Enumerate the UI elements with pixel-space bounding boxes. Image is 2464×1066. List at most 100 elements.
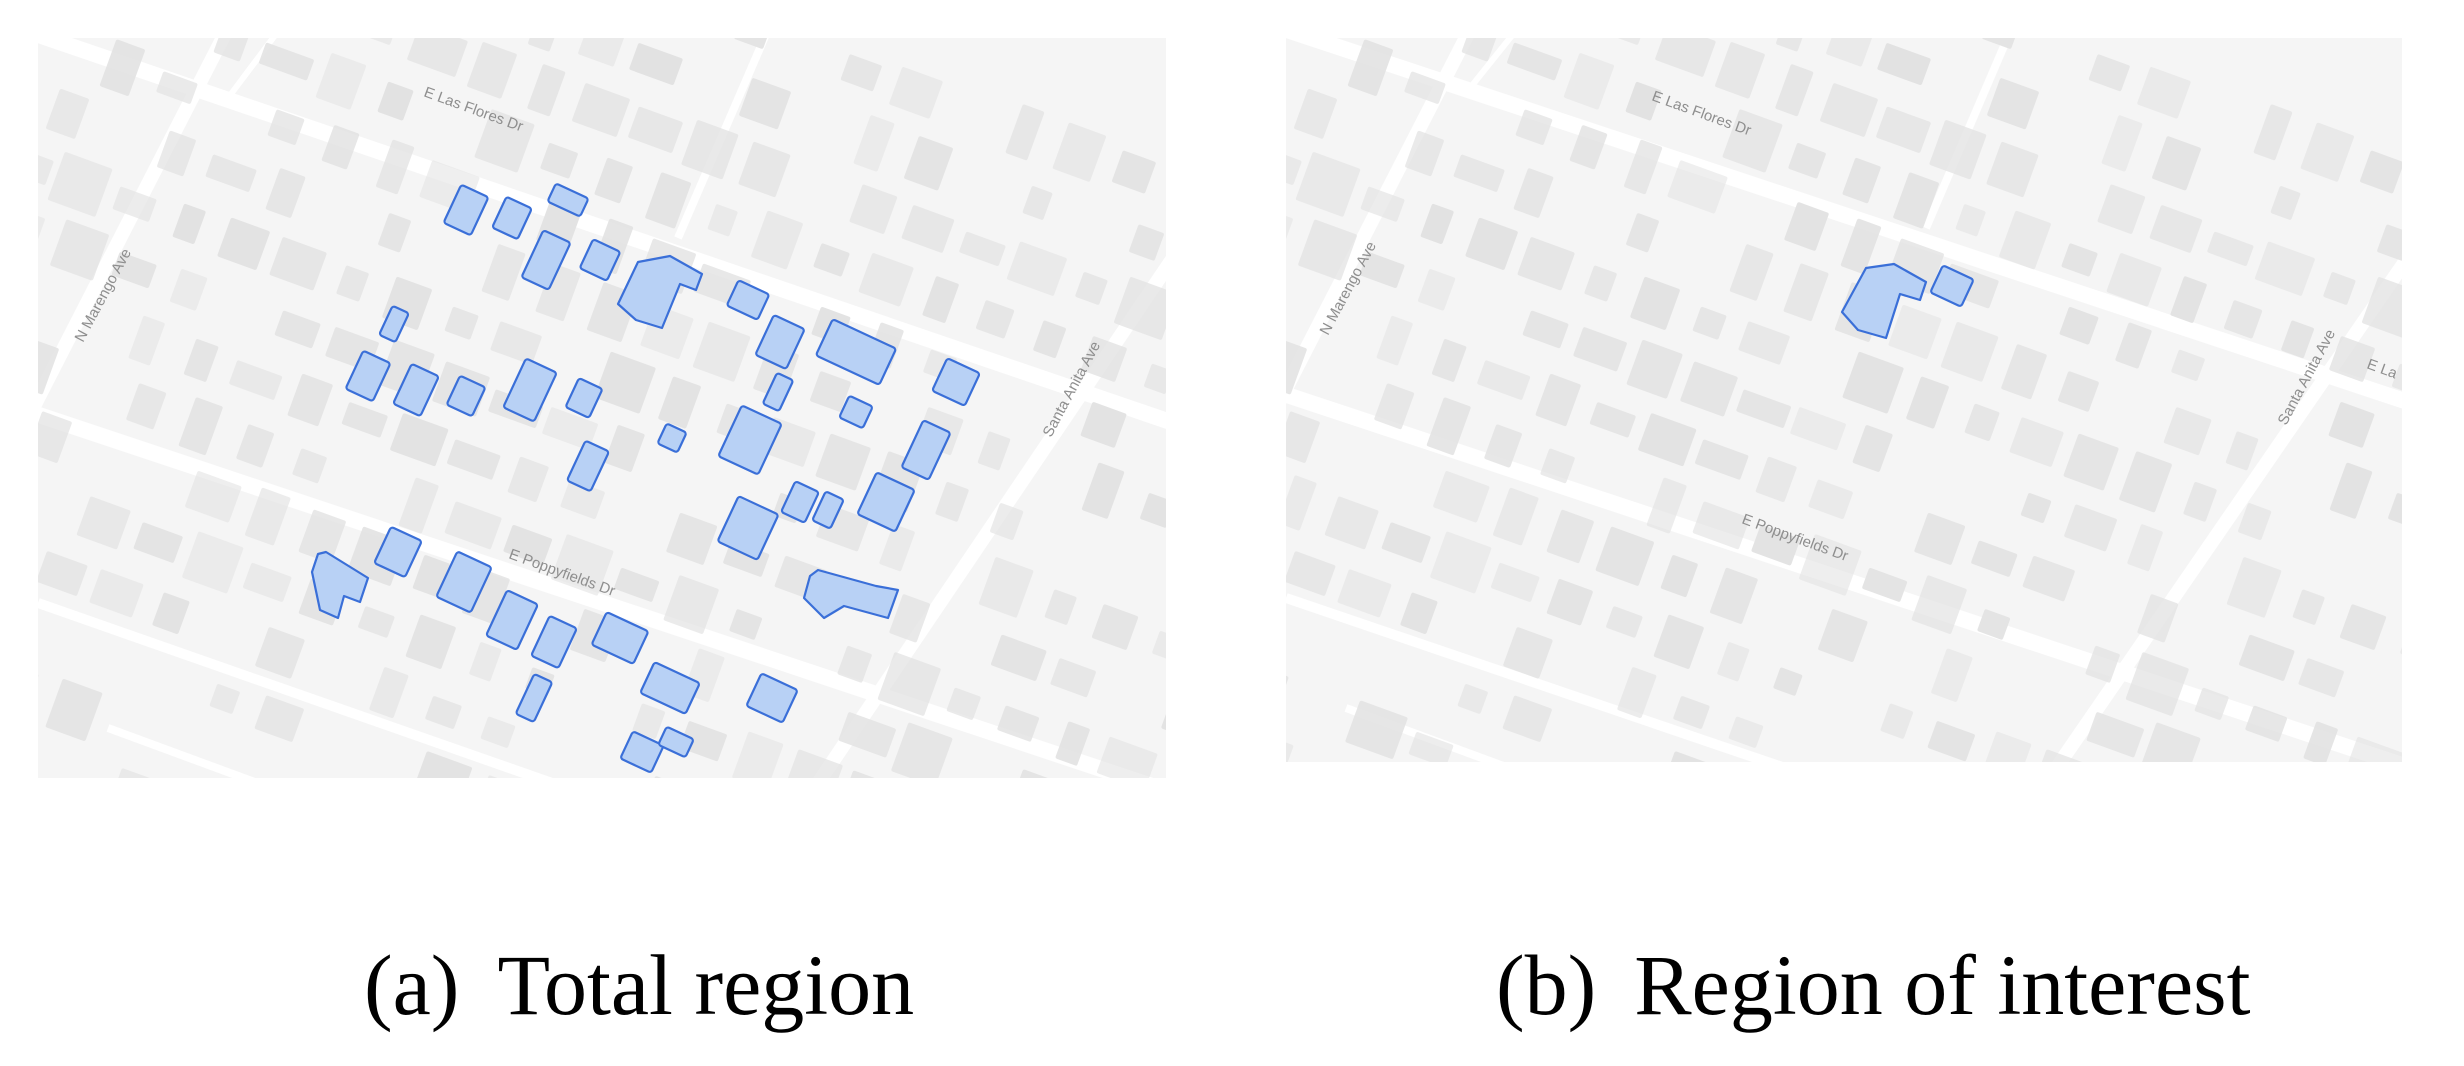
highlighted-building xyxy=(591,611,649,665)
building xyxy=(1755,456,1797,502)
building xyxy=(1405,130,1444,177)
building xyxy=(663,575,719,634)
building xyxy=(1507,42,1562,81)
building xyxy=(1081,336,1127,382)
building xyxy=(2253,104,2293,161)
building xyxy=(1114,277,1166,340)
building xyxy=(467,42,517,99)
caption-text: Region of interest xyxy=(1634,937,2251,1033)
building xyxy=(376,139,415,195)
building xyxy=(849,184,898,234)
building xyxy=(1820,83,1878,137)
building xyxy=(2377,224,2402,261)
building xyxy=(1546,579,1593,626)
building xyxy=(1044,589,1077,625)
building xyxy=(1773,667,1803,696)
highlighted-buildings xyxy=(310,183,981,773)
building xyxy=(1584,265,1617,302)
building xyxy=(1630,276,1680,330)
building xyxy=(1359,252,1405,288)
road xyxy=(38,38,231,414)
building xyxy=(1660,555,1698,598)
building xyxy=(1784,202,1829,251)
caption-text: Total region xyxy=(497,937,915,1033)
caption-tag: (b) xyxy=(1496,937,1597,1033)
road xyxy=(674,38,769,240)
building xyxy=(358,606,395,638)
building xyxy=(1808,479,1853,519)
building xyxy=(666,513,717,565)
building xyxy=(2329,462,2373,519)
building xyxy=(99,39,145,96)
building xyxy=(76,496,131,550)
building xyxy=(853,115,895,172)
building xyxy=(738,141,791,198)
building xyxy=(1324,496,1379,550)
building xyxy=(2063,433,2119,491)
building xyxy=(1692,501,1750,550)
building xyxy=(2207,231,2254,266)
building xyxy=(315,53,366,110)
building xyxy=(1788,143,1826,179)
building xyxy=(321,125,360,170)
building xyxy=(156,71,198,104)
caption-total-region: (a) Total region xyxy=(364,942,914,1028)
highlighted-building xyxy=(780,480,820,524)
building xyxy=(1140,493,1166,528)
building xyxy=(1710,567,1758,624)
caption-region-of-interest: (b) Region of interest xyxy=(1496,942,2250,1028)
building xyxy=(1573,327,1627,372)
road xyxy=(1922,38,2012,230)
highlighted-buildings xyxy=(1840,262,1974,340)
building xyxy=(298,509,346,564)
building xyxy=(1818,609,1868,662)
highlighted-building xyxy=(857,472,915,532)
highlighted-building xyxy=(717,495,779,561)
highlighted-building xyxy=(718,405,782,475)
building xyxy=(236,424,274,468)
building xyxy=(47,152,113,217)
building xyxy=(1298,219,1357,281)
building xyxy=(243,562,292,602)
building xyxy=(255,627,305,679)
building xyxy=(1982,38,2019,49)
building xyxy=(1695,439,1749,480)
building xyxy=(707,204,738,237)
building xyxy=(1092,604,1139,650)
highlighted-building xyxy=(345,350,391,402)
building xyxy=(877,652,941,716)
building xyxy=(2226,557,2282,618)
building xyxy=(172,203,206,244)
building xyxy=(1360,186,1405,222)
building xyxy=(1033,320,1066,359)
building xyxy=(1840,218,1882,274)
building xyxy=(889,67,943,119)
building xyxy=(38,339,59,395)
building xyxy=(245,487,291,546)
building xyxy=(1477,360,1531,400)
building xyxy=(490,321,542,365)
highlighted-building xyxy=(485,590,539,650)
building xyxy=(1400,592,1438,634)
highlighted-building xyxy=(392,363,440,417)
building xyxy=(1418,269,1456,311)
building xyxy=(782,749,843,778)
building xyxy=(1646,477,1687,534)
building xyxy=(38,551,88,596)
building xyxy=(1728,716,1764,748)
building xyxy=(1152,631,1166,663)
building xyxy=(1729,244,1774,301)
building xyxy=(1977,609,2010,640)
highlighted-building xyxy=(640,661,700,715)
building xyxy=(1426,397,1471,456)
building xyxy=(38,411,72,463)
building xyxy=(2009,417,2064,467)
building xyxy=(901,205,955,253)
building xyxy=(1502,695,1552,742)
building xyxy=(111,252,157,288)
building xyxy=(2362,277,2402,340)
building xyxy=(739,78,791,130)
building xyxy=(183,339,219,382)
building xyxy=(1736,389,1791,428)
building xyxy=(1911,575,1967,634)
